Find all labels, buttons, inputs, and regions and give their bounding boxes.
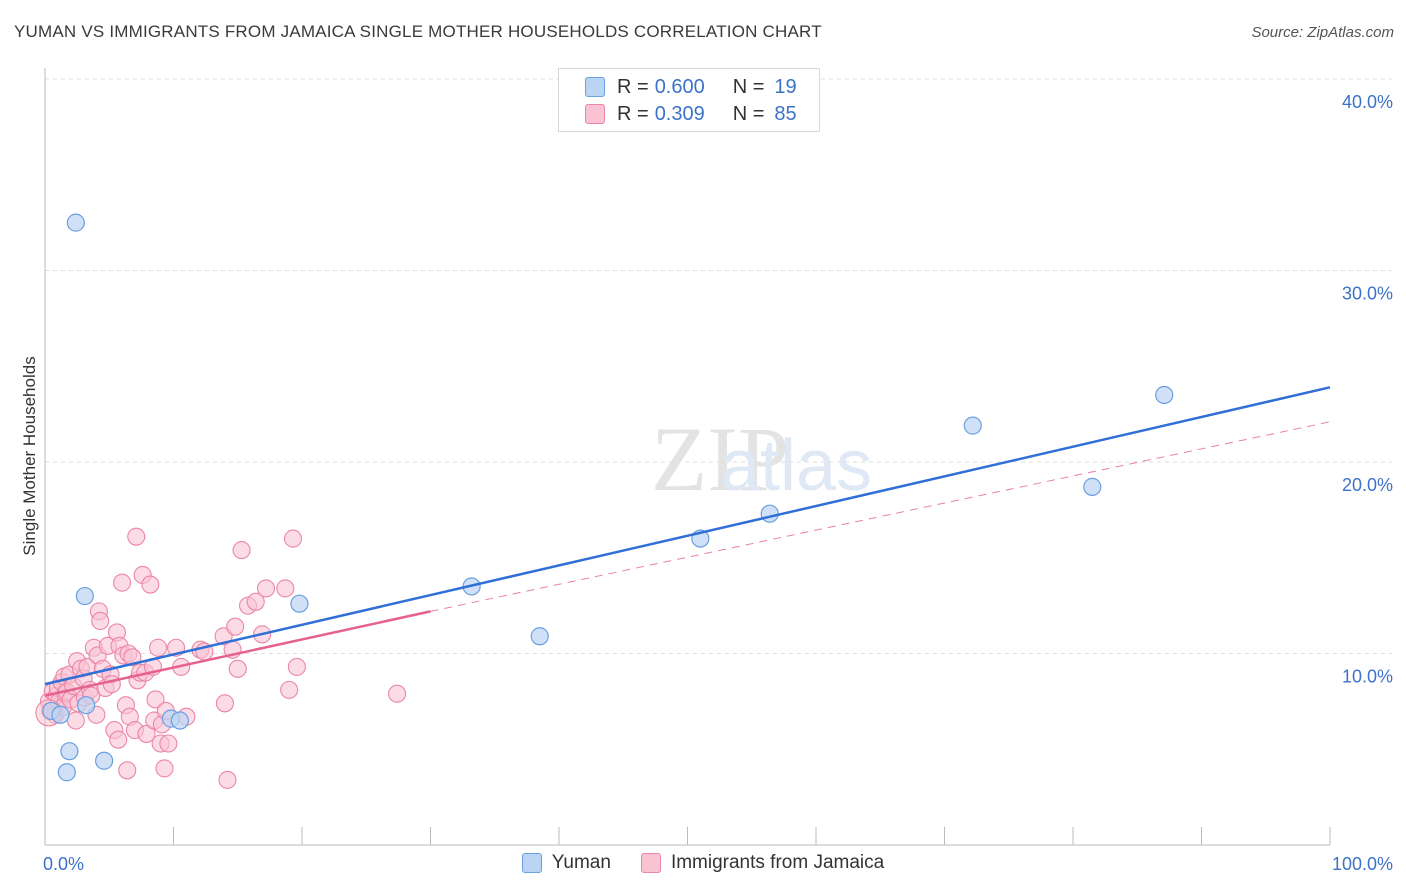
legend-r-value: 0.600	[654, 75, 705, 98]
legend-n-label: N =	[732, 102, 765, 125]
legend-r-label: R =	[617, 75, 649, 98]
data-point-jamaica	[280, 680, 299, 699]
data-point-jamaica	[109, 730, 128, 749]
data-point-jamaica	[232, 541, 251, 560]
data-point-yuman	[66, 213, 85, 232]
legend-row-jamaica: R = 0.309 N = 85	[585, 102, 797, 126]
data-point-jamaica	[102, 675, 121, 694]
legend: R = 0.600 N = 19 R = 0.309 N = 85	[558, 68, 820, 132]
data-point-jamaica	[113, 573, 132, 592]
data-point-jamaica	[127, 527, 146, 546]
bottom-legend: Yuman Immigrants from Jamaica	[0, 852, 1406, 874]
data-point-jamaica	[155, 759, 174, 778]
trend-line-yuman	[44, 386, 1331, 686]
watermark-atlas: atlas	[720, 426, 872, 506]
data-point-jamaica	[283, 529, 303, 548]
legend-n-value: 85	[774, 102, 797, 125]
data-point-jamaica	[149, 638, 168, 657]
chart-title: YUMAN VS IMMIGRANTS FROM JAMAICA SINGLE …	[14, 22, 822, 41]
bottom-legend-swatch-yuman	[521, 853, 542, 873]
data-point-yuman	[1083, 477, 1102, 496]
data-point-jamaica	[66, 711, 85, 730]
data-point-yuman	[60, 742, 79, 761]
legend-r-value: 0.309	[654, 102, 705, 125]
data-point-yuman	[760, 504, 779, 523]
grid-lines	[45, 78, 1392, 654]
data-point-yuman	[1155, 385, 1174, 405]
data-point-jamaica	[256, 579, 276, 598]
bottom-legend-swatch-jamaica	[640, 853, 661, 873]
y-tick-label: 30.0%	[1342, 284, 1393, 304]
bottom-legend-jamaica: Immigrants from Jamaica	[640, 852, 885, 874]
points-yuman	[42, 213, 1174, 782]
data-point-yuman	[51, 705, 70, 724]
data-point-jamaica	[91, 611, 110, 630]
data-point-jamaica	[287, 657, 306, 676]
data-point-jamaica	[159, 734, 178, 753]
data-point-yuman	[75, 586, 94, 606]
legend-row-yuman: R = 0.600 N = 19	[585, 75, 797, 99]
data-point-jamaica	[246, 592, 265, 611]
legend-n-value: 19	[774, 75, 797, 98]
x-tick-label: 100.0%	[1332, 854, 1393, 874]
data-point-yuman	[95, 751, 114, 770]
trend-line-jamaica-extension	[430, 421, 1331, 612]
data-point-yuman	[530, 627, 549, 646]
y-tick-label: 20.0%	[1342, 475, 1393, 495]
data-point-jamaica	[226, 617, 245, 636]
data-point-jamaica	[276, 579, 295, 598]
data-point-jamaica	[228, 659, 247, 678]
tick-labels: 10.0% 20.0% 30.0% 40.0% 0.0% 100.0%	[43, 92, 1393, 874]
source-label: Source: ZipAtlas.com	[1251, 24, 1394, 41]
data-point-jamaica	[388, 684, 407, 703]
trend-lines	[44, 386, 1331, 697]
data-point-yuman	[170, 711, 190, 730]
trend-line-jamaica	[44, 610, 431, 697]
legend-n-label: N =	[732, 75, 765, 98]
data-point-yuman	[963, 416, 982, 435]
bottom-legend-label-yuman: Yuman	[551, 852, 611, 873]
data-point-yuman	[77, 696, 96, 715]
y-tick-label: 40.0%	[1342, 92, 1393, 112]
watermark-zip: ZIP	[651, 408, 789, 510]
legend-swatch-jamaica	[585, 104, 605, 124]
x-tick-label: 0.0%	[43, 854, 84, 874]
data-point-jamaica	[141, 575, 160, 594]
y-tick-label: 10.0%	[1342, 667, 1393, 687]
data-point-jamaica	[137, 724, 156, 743]
data-point-jamaica	[146, 690, 165, 709]
points-immigrants-from-jamaica	[35, 527, 407, 789]
data-point-jamaica	[215, 694, 234, 713]
data-point-jamaica	[118, 761, 137, 780]
bottom-legend-yuman: Yuman	[521, 852, 611, 874]
legend-r-label: R =	[617, 102, 649, 125]
data-point-jamaica	[123, 648, 142, 667]
legend-swatch-yuman	[585, 77, 605, 97]
data-point-jamaica	[218, 770, 237, 789]
data-point-yuman	[290, 594, 309, 613]
data-point-yuman	[57, 763, 76, 782]
bottom-legend-label-jamaica: Immigrants from Jamaica	[670, 852, 885, 873]
